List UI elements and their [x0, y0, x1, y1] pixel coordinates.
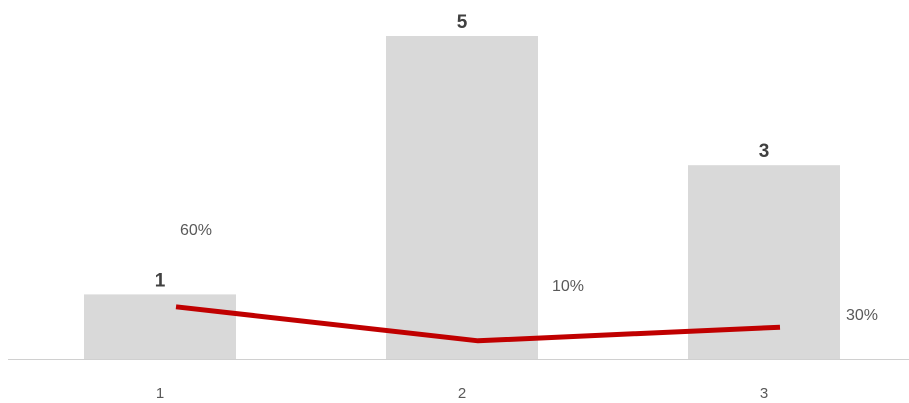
- x-tick-label-2: 2: [458, 385, 466, 402]
- bar-series: [84, 36, 840, 359]
- bar-data-label-3: 3: [759, 141, 770, 162]
- bar-data-label-1: 1: [155, 270, 166, 291]
- line-data-label-3: 30%: [846, 307, 878, 324]
- bar-1: [84, 294, 236, 359]
- x-tick-label-1: 1: [156, 385, 164, 402]
- line-data-label-1: 60%: [180, 222, 212, 239]
- line-series: [175, 304, 781, 344]
- bar-2: [386, 36, 538, 359]
- bar-data-labels: 1 5 3: [155, 12, 770, 291]
- x-axis-tick-labels: 1 2 3: [156, 385, 768, 402]
- line-data-label-2: 10%: [552, 278, 584, 295]
- bar-data-label-2: 5: [457, 12, 468, 33]
- line-data-labels: 60% 10% 30%: [180, 222, 878, 324]
- x-tick-label-3: 3: [760, 385, 768, 402]
